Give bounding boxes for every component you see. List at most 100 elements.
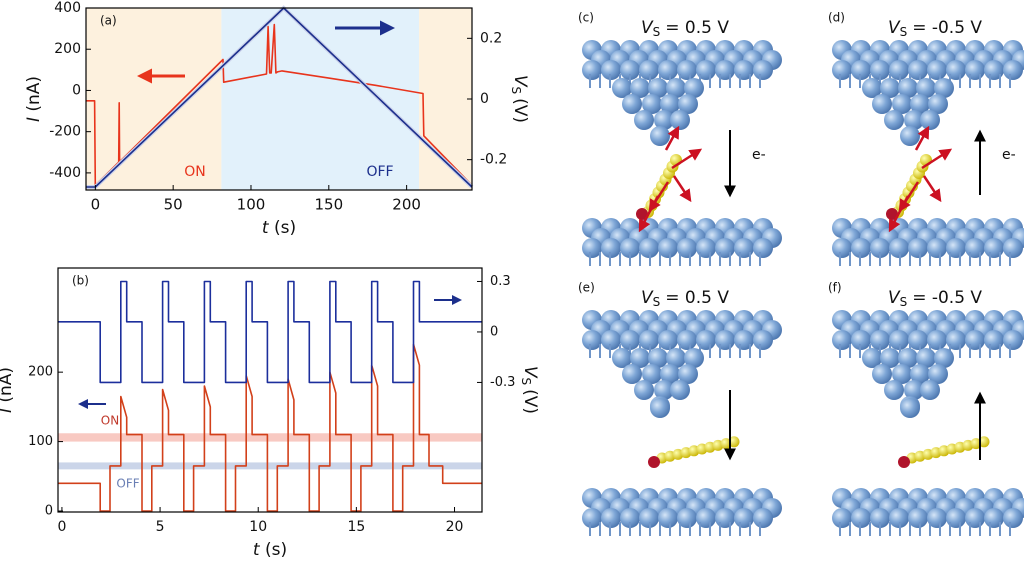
atom bbox=[900, 126, 920, 146]
level-band bbox=[58, 433, 482, 442]
shaded-region bbox=[221, 8, 420, 190]
y2-tick-label: 0.3 bbox=[490, 274, 511, 289]
y2-label-sub: S bbox=[520, 378, 534, 386]
bias-var: V bbox=[888, 288, 901, 308]
x-label-unit: (s) bbox=[265, 540, 287, 560]
atom bbox=[904, 110, 924, 130]
atom bbox=[862, 78, 882, 98]
panel-label: (d) bbox=[828, 11, 845, 25]
atom bbox=[622, 364, 642, 384]
y2-tick-label: -0.2 bbox=[480, 152, 507, 168]
atom bbox=[832, 508, 852, 528]
atom bbox=[677, 238, 697, 258]
y2-tick-label: -0.3 bbox=[490, 375, 515, 390]
atom bbox=[832, 330, 852, 350]
atom bbox=[851, 60, 871, 80]
atom bbox=[678, 94, 698, 114]
atom bbox=[965, 508, 985, 528]
atom bbox=[642, 364, 662, 384]
vibration-arrow bbox=[914, 125, 930, 151]
atom bbox=[920, 110, 940, 130]
atom bbox=[851, 508, 871, 528]
atom bbox=[670, 110, 690, 130]
atom bbox=[927, 238, 947, 258]
y2-tick-label: 0.2 bbox=[480, 30, 502, 46]
vibration-arrow bbox=[888, 195, 910, 233]
plot-frame bbox=[57, 267, 483, 513]
atom bbox=[753, 60, 773, 80]
y-tick-label: 400 bbox=[54, 0, 81, 16]
vibration-arrow bbox=[664, 125, 680, 151]
atom bbox=[892, 94, 912, 114]
atom bbox=[908, 330, 928, 350]
x-tick-label: 0 bbox=[57, 519, 66, 535]
panel-label: (b) bbox=[72, 274, 89, 288]
annotation: OFF bbox=[366, 164, 393, 180]
bias-label: VS = 0.5 V bbox=[641, 288, 729, 309]
atom bbox=[928, 94, 948, 114]
x-tick-label: 20 bbox=[446, 519, 464, 535]
atom bbox=[862, 348, 882, 368]
atom bbox=[1003, 508, 1023, 528]
atom bbox=[908, 60, 928, 80]
bias-label: VS = 0.5 V bbox=[641, 18, 729, 39]
atom bbox=[908, 508, 928, 528]
y-tick-label: 200 bbox=[54, 41, 81, 57]
x-tick-label: 100 bbox=[237, 196, 266, 214]
atom bbox=[965, 330, 985, 350]
atom bbox=[965, 238, 985, 258]
atom bbox=[654, 110, 674, 130]
atom bbox=[620, 60, 640, 80]
atom bbox=[582, 508, 602, 528]
vibration-arrow bbox=[671, 148, 703, 170]
atom bbox=[870, 508, 890, 528]
shaded-region bbox=[86, 8, 222, 190]
x-label-unit: (s) bbox=[274, 218, 296, 238]
atom bbox=[908, 238, 928, 258]
annotation: ON bbox=[184, 164, 206, 180]
y2-tick-label: 0 bbox=[480, 91, 489, 107]
x-tick-label: 50 bbox=[164, 196, 183, 214]
atom bbox=[884, 110, 904, 130]
bias-value: = 0.5 V bbox=[665, 18, 729, 38]
y-axis-label: I (nA) bbox=[24, 76, 44, 122]
series-line bbox=[58, 343, 482, 512]
atom bbox=[634, 380, 654, 400]
bias-value: = 0.5 V bbox=[665, 288, 729, 308]
vibration-arrow bbox=[672, 175, 692, 203]
x-label-var: t bbox=[253, 540, 261, 560]
bias-var: V bbox=[888, 18, 901, 38]
level-band bbox=[58, 462, 482, 470]
atom bbox=[658, 508, 678, 528]
atom bbox=[660, 364, 680, 384]
atom bbox=[753, 330, 773, 350]
y-tick-label: 0 bbox=[45, 504, 53, 519]
y2-tick-label: 0 bbox=[490, 324, 498, 339]
atom bbox=[715, 238, 735, 258]
atom bbox=[872, 94, 892, 114]
atom bbox=[601, 60, 621, 80]
y-tick-label: -200 bbox=[49, 124, 81, 140]
atom bbox=[851, 238, 871, 258]
atom bbox=[654, 380, 674, 400]
y-tick-label: 0 bbox=[72, 82, 81, 98]
atom bbox=[650, 126, 670, 146]
bias-value: = -0.5 V bbox=[912, 288, 982, 308]
bias-sub: S bbox=[900, 25, 908, 39]
vibration-arrow bbox=[922, 175, 942, 203]
panel-label: (e) bbox=[578, 281, 595, 295]
atom bbox=[898, 348, 918, 368]
atom bbox=[880, 348, 900, 368]
atom bbox=[1003, 238, 1023, 258]
atom bbox=[622, 94, 642, 114]
series-line bbox=[86, 7, 473, 188]
atom bbox=[670, 380, 690, 400]
atom bbox=[677, 330, 697, 350]
atom bbox=[715, 508, 735, 528]
junction-panel: (f) VS = -0.5 V bbox=[828, 281, 1024, 536]
y2-label-var: V bbox=[520, 366, 540, 379]
atom bbox=[832, 238, 852, 258]
atom bbox=[715, 330, 735, 350]
electron-label: e- bbox=[752, 147, 766, 163]
